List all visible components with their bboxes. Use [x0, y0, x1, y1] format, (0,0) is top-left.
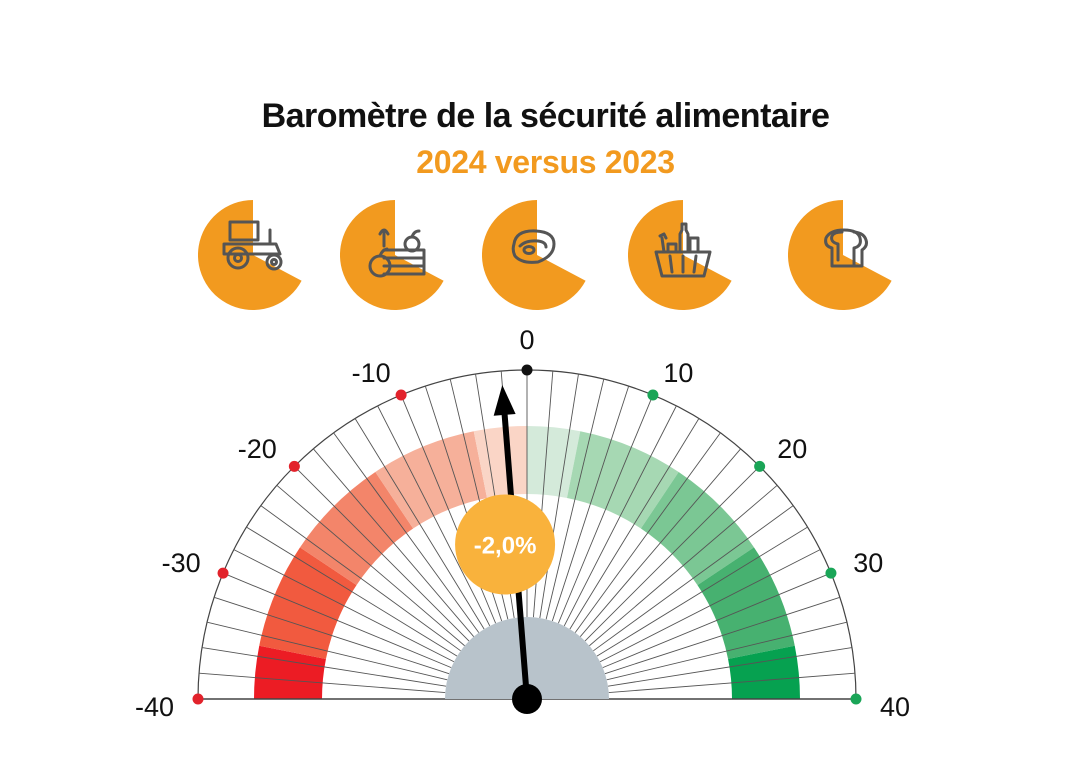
gauge-spoke [246, 526, 458, 657]
gauge-spoke [201, 647, 447, 687]
gauge-band-1 [259, 547, 357, 660]
gauge-spoke [584, 466, 760, 642]
gauge-spoke [233, 549, 455, 663]
meat-steak-icon [482, 200, 592, 310]
gauge-band-8 [697, 547, 795, 660]
tick-label-0: 0 [519, 325, 534, 355]
gauge-spoke [276, 484, 465, 647]
tractor-icon [198, 200, 308, 310]
gauge-spoke [545, 378, 605, 620]
gauge-spoke [222, 572, 452, 669]
gauge-spoke [551, 385, 630, 622]
gauge-spoke [260, 505, 461, 652]
grocery-basket-icon [628, 200, 738, 310]
needle-arrowhead [493, 384, 516, 416]
tick-marker-30 [825, 567, 837, 579]
chart-title: Baromètre de la sécurité alimentaire [261, 97, 830, 135]
chart-subtitle: 2024 versus 2023 [416, 144, 675, 180]
gauge-band-3 [375, 431, 488, 529]
gauge-spoke [563, 405, 677, 627]
tick-marker-0 [521, 364, 533, 376]
tick-label--30: -30 [162, 548, 201, 578]
fruit-vegetable-crate-icon [340, 200, 450, 310]
tick-marker--10 [395, 389, 407, 401]
tick-label--20: -20 [238, 434, 277, 464]
tick-marker-40 [850, 693, 862, 705]
gauge-band-6 [566, 431, 679, 529]
gauge-spoke [312, 448, 475, 637]
gauge-spoke [589, 484, 778, 647]
gauge-spoke [593, 505, 794, 652]
gauge-spoke [539, 373, 579, 619]
needle-pivot [512, 684, 542, 714]
gauge-spoke [206, 621, 448, 681]
gauge-spoke [574, 432, 721, 633]
tick-label--40: -40 [135, 692, 174, 722]
value-label: -2,0% [474, 532, 537, 559]
gauge-hub-semicircle [445, 617, 609, 699]
category-icons [0, 200, 1091, 320]
gauge-spoke [607, 647, 853, 687]
gauge-spoke [354, 418, 485, 630]
tick-marker-20 [754, 460, 766, 472]
tick-marker--20 [288, 460, 300, 472]
gauge-spoke [294, 466, 470, 642]
gauge-spoke [604, 596, 841, 675]
tick-label-10: 10 [663, 358, 693, 388]
gauge-spoke [377, 405, 491, 627]
gauge-tick-labels: -40 -30 -20 -10 0 10 20 30 40 [135, 325, 910, 722]
gauge-hub [445, 617, 609, 699]
gauge-spoke [569, 418, 700, 630]
gauge-chart: -40 -30 -20 -10 0 10 20 30 40 -2,0% [135, 325, 910, 722]
gauge-spoke [213, 596, 450, 675]
gauge-spoke [579, 448, 742, 637]
gauge-spoke [557, 394, 654, 624]
gauge-spoke [608, 672, 856, 694]
tick-marker-10 [647, 389, 659, 401]
gauge-spoke [606, 621, 848, 681]
bread-slice-icon [788, 200, 898, 310]
value-badge-circle [455, 494, 556, 595]
tick-label-20: 20 [777, 434, 807, 464]
tick-label-40: 40 [880, 692, 910, 722]
gauge-tick-markers [192, 364, 862, 705]
gauge-spoke [599, 549, 821, 663]
gauge-spoke [198, 672, 446, 694]
tick-label-30: 30 [853, 548, 883, 578]
gauge-spoke [333, 432, 480, 633]
tick-marker--40 [192, 693, 204, 705]
tick-marker--30 [217, 567, 229, 579]
gauge-spoke [602, 572, 832, 669]
gauge-spoke [596, 526, 808, 657]
tick-label--10: -10 [352, 358, 391, 388]
value-badge: -2,0% [455, 494, 556, 595]
